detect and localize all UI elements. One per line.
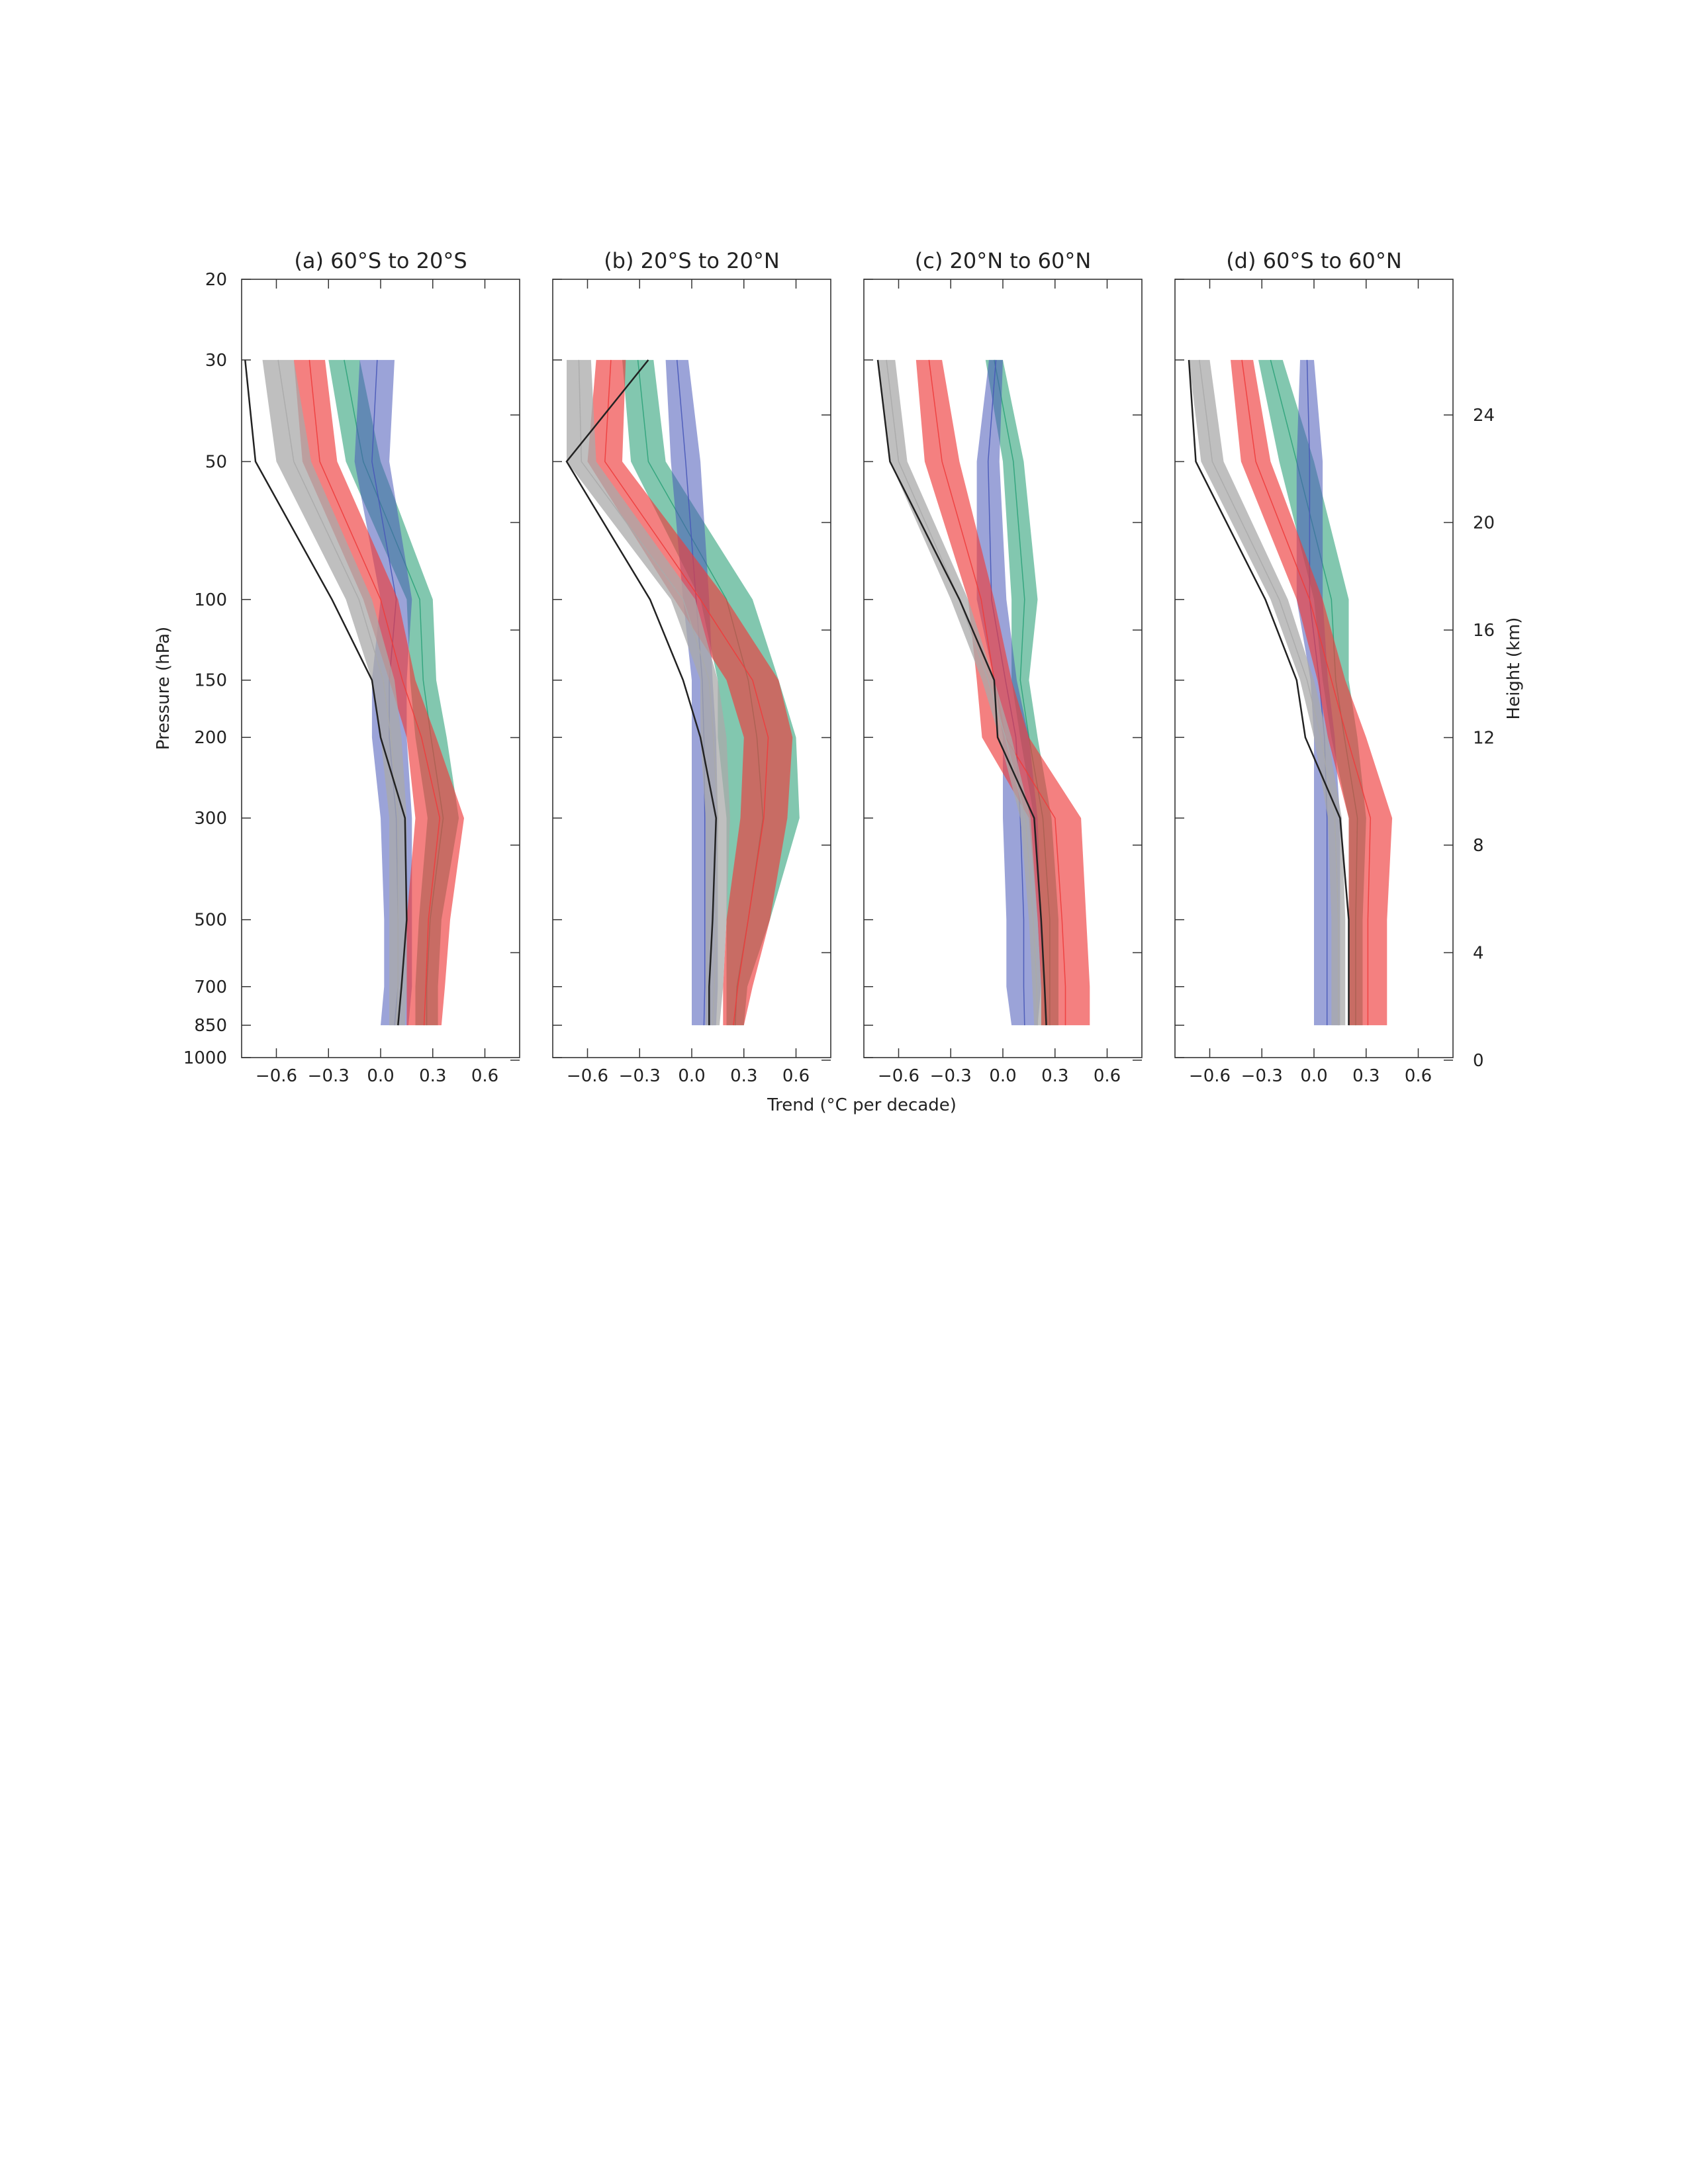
series-band-gray — [567, 359, 730, 1026]
pressure-tick-label: 150 — [194, 671, 227, 691]
pressure-tick-label: 850 — [194, 1016, 227, 1036]
x-tick-label: −0.3 — [619, 1066, 661, 1086]
height-tick-label: 24 — [1473, 406, 1495, 426]
panels-group: (a) 60°S to 20°S −0.6 −0.3 0.0 0.3 0.6 20 30 50 1… — [183, 248, 1495, 1086]
pressure-tick-label: 50 — [205, 452, 227, 472]
x-tick-label: −0.6 — [567, 1066, 608, 1086]
panel-d: (d) 60°S to 60°N −0.6 −0.3 0.0 0.3 0.6 0 4 8 12 16… — [1174, 248, 1495, 1086]
height-tick-label: 20 — [1473, 513, 1495, 533]
height-tick-label: 8 — [1473, 836, 1484, 856]
x-tick-label: 0.6 — [1094, 1066, 1121, 1086]
height-axis-label: Height (km) — [1504, 617, 1524, 720]
pressure-axis-label: Pressure (hPa) — [154, 627, 173, 751]
x-tick-label: −0.6 — [878, 1066, 919, 1086]
panel-title: (d) 60°S to 60°N — [1226, 248, 1402, 273]
x-tick-label: 0.3 — [1041, 1066, 1068, 1086]
x-tick-label: 0.0 — [1300, 1066, 1327, 1086]
series-band-gray — [1189, 359, 1346, 1026]
x-tick-label: 0.0 — [989, 1066, 1016, 1086]
series-band-gray — [262, 359, 407, 1026]
pressure-tick-label: 700 — [194, 978, 227, 997]
series-line-black — [244, 359, 408, 1026]
series-band-blue — [1296, 359, 1340, 1026]
pressure-tick-label: 30 — [205, 351, 227, 371]
height-tick-label: 16 — [1473, 621, 1495, 641]
panel-a: (a) 60°S to 20°S −0.6 −0.3 0.0 0.3 0.6 20 30 50 1… — [183, 248, 520, 1086]
height-tick-label: 4 — [1473, 943, 1484, 963]
series-center-line-red — [1241, 359, 1372, 1026]
series-band-red — [915, 359, 1090, 1026]
x-axis-label: Trend (°C per decade) — [767, 1095, 957, 1115]
series-line-black — [565, 359, 718, 1026]
series-center-line-gray — [277, 359, 399, 1026]
x-tick-label: 0.3 — [419, 1066, 446, 1086]
pressure-tick-label: 20 — [205, 270, 227, 290]
x-tick-label: −0.6 — [256, 1066, 297, 1086]
series-band-gray — [878, 359, 1041, 1026]
pressure-tick-label: 100 — [194, 590, 227, 610]
pressure-tick-label: 1000 — [183, 1048, 227, 1068]
series-center-line-gray — [886, 359, 1039, 1026]
x-tick-label: 0.0 — [678, 1066, 705, 1086]
pressure-tick-label: 500 — [194, 911, 227, 931]
x-tick-label: 0.0 — [367, 1066, 394, 1086]
pressure-tick-label: 200 — [194, 728, 227, 748]
height-tick-label: 12 — [1473, 728, 1495, 748]
series-line-black — [1188, 359, 1350, 1026]
x-tick-label: 0.6 — [782, 1066, 810, 1086]
x-tick-label: 0.6 — [1405, 1066, 1432, 1086]
panel-title: (a) 60°S to 20°S — [294, 248, 467, 273]
height-tick-label: 0 — [1473, 1051, 1484, 1071]
series-center-line-gray — [578, 359, 719, 1026]
series-center-line-red — [308, 359, 441, 1026]
panel-title: (c) 20°N to 60°N — [915, 248, 1092, 273]
panel-b: (b) 20°S to 20°N −0.6 −0.3 0.0 0.3 0.6 — [552, 248, 831, 1086]
panel-c: (c) 20°N to 60°N −0.6 −0.3 0.0 0.3 0.6 — [863, 248, 1143, 1086]
x-tick-label: 0.3 — [730, 1066, 757, 1086]
x-tick-label: −0.3 — [930, 1066, 972, 1086]
x-tick-label: 0.3 — [1352, 1066, 1380, 1086]
x-tick-label: −0.3 — [308, 1066, 350, 1086]
series-center-line-gray — [1199, 359, 1339, 1026]
x-tick-label: 0.6 — [471, 1066, 498, 1086]
series-line-black — [876, 359, 1047, 1026]
series-center-line-red — [604, 359, 769, 1026]
x-tick-label: −0.6 — [1189, 1066, 1231, 1086]
panel-title: (b) 20°S to 20°N — [604, 248, 780, 273]
x-tick-label: −0.3 — [1241, 1066, 1283, 1086]
series-band-red — [1231, 359, 1393, 1026]
pressure-tick-label: 300 — [194, 809, 227, 829]
